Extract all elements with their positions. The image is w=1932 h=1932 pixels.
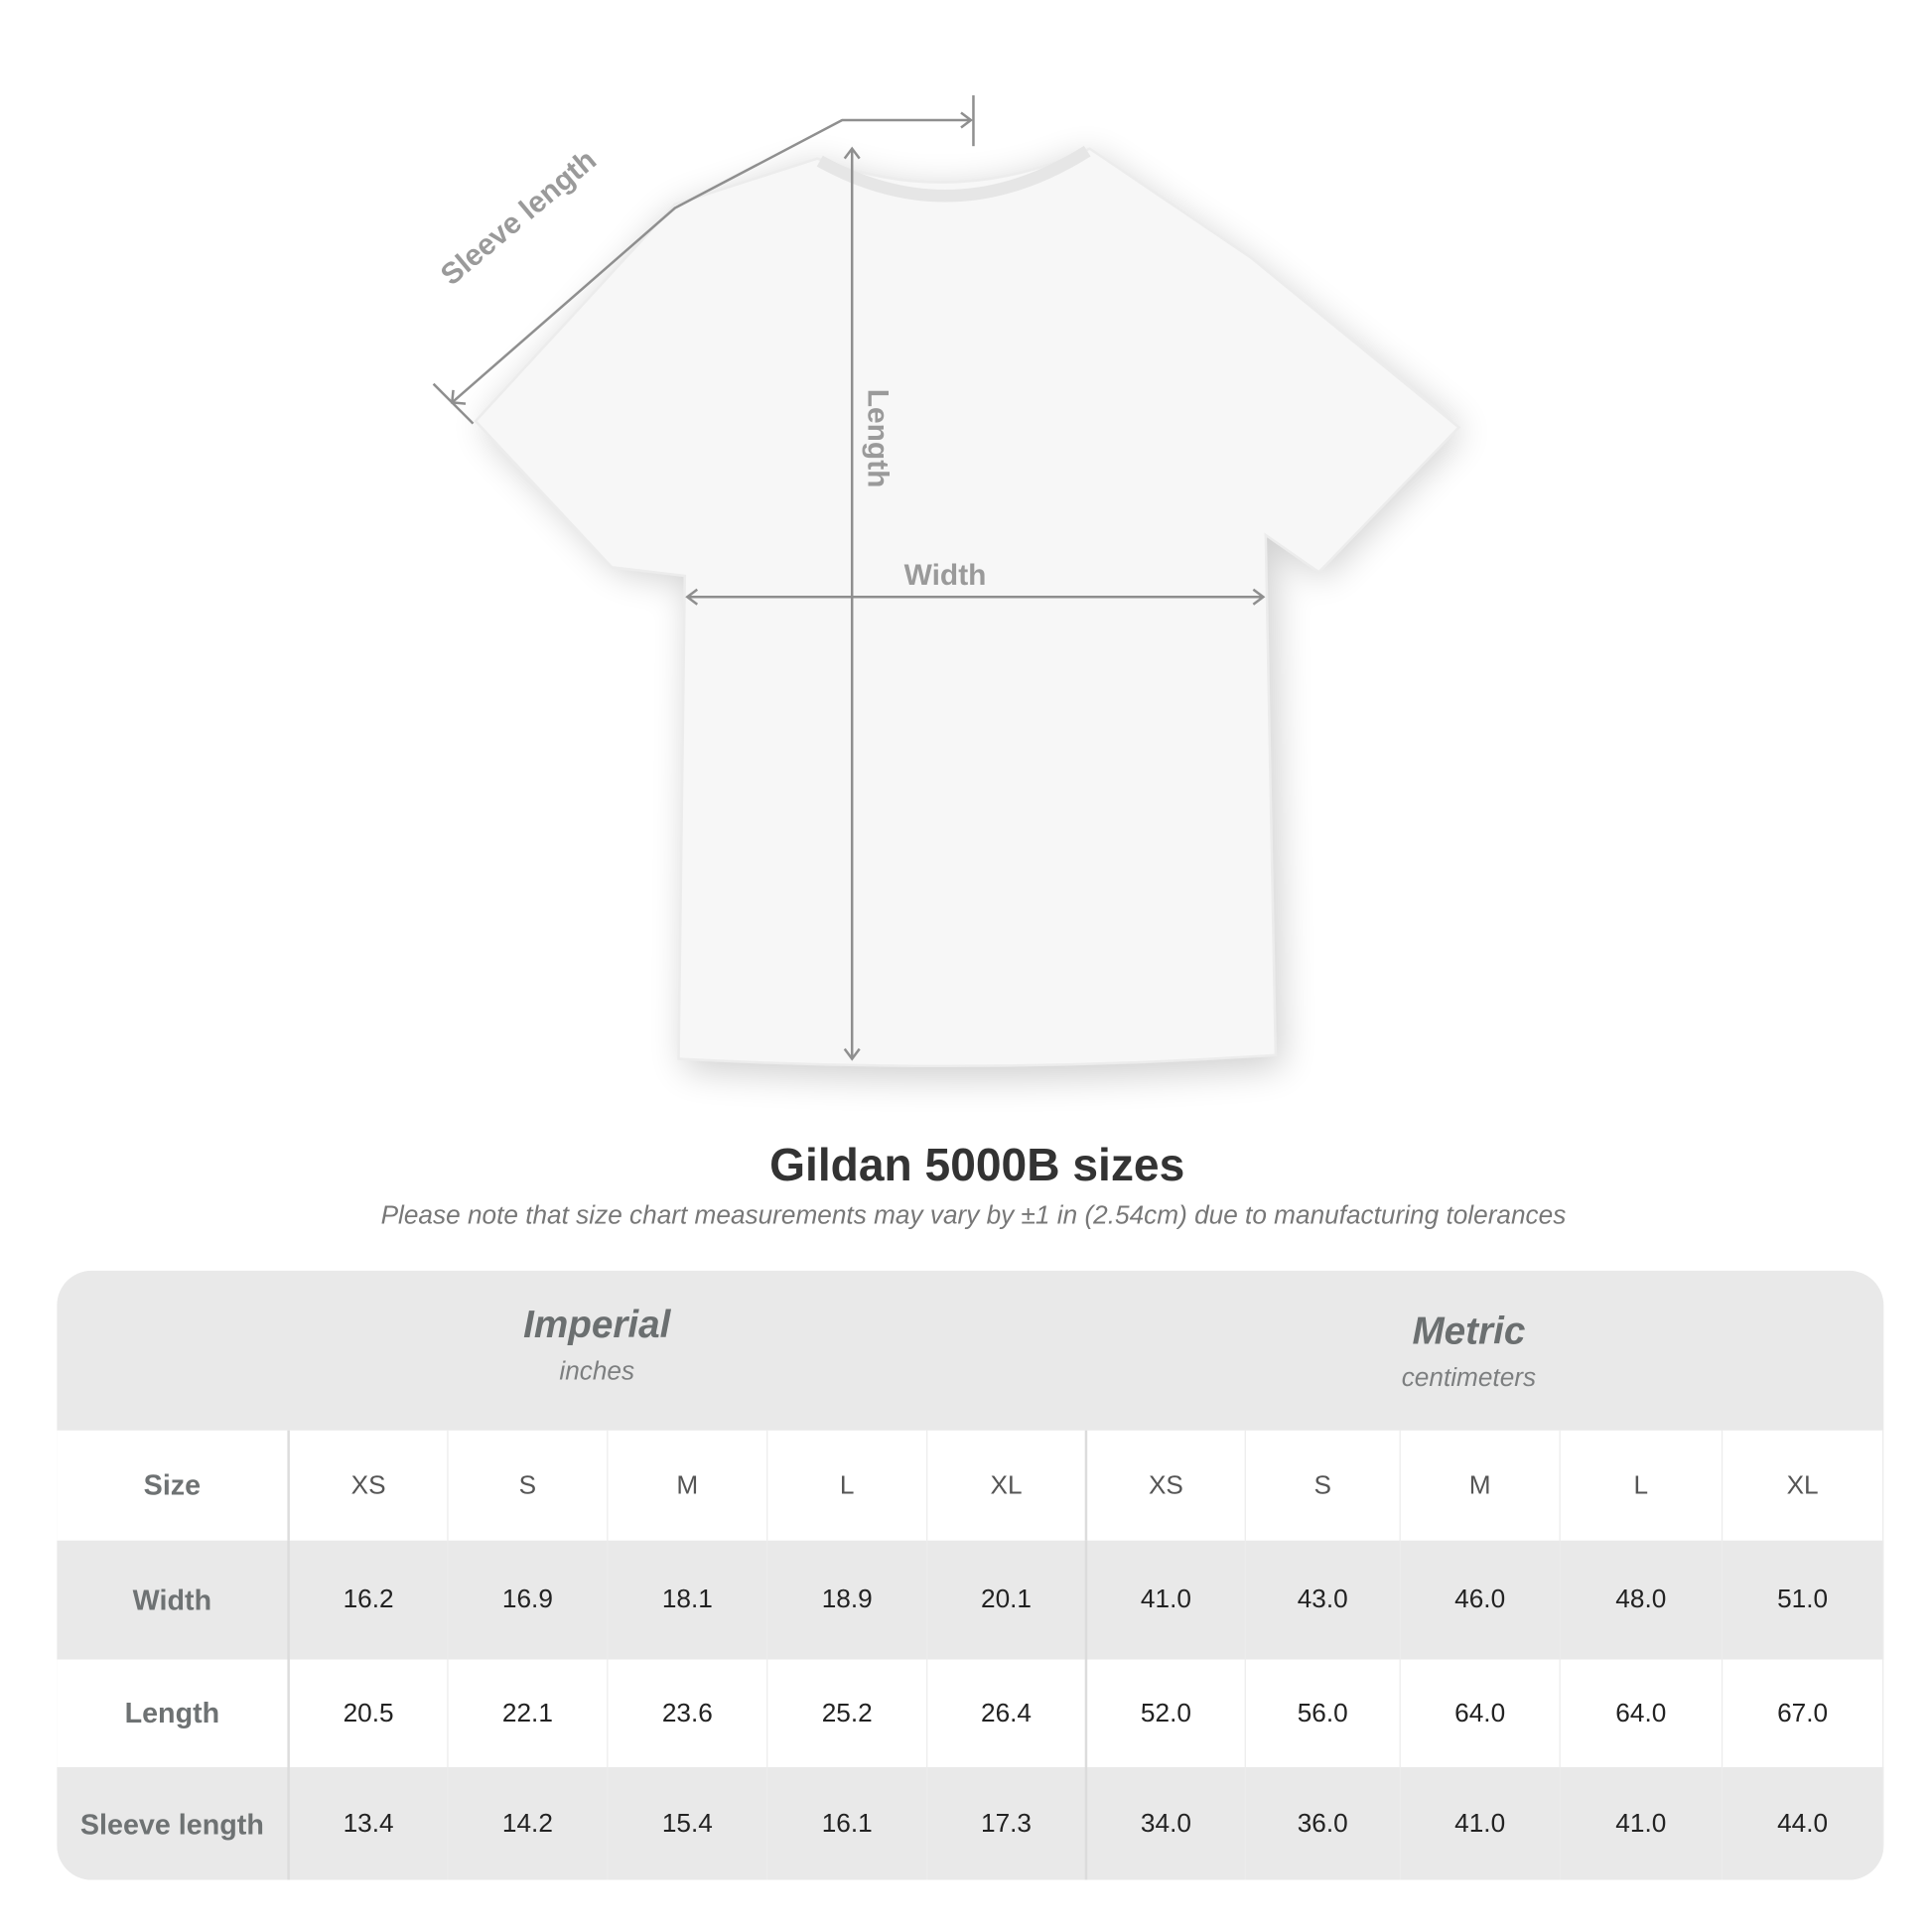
table-cell: 13.4 bbox=[290, 1767, 449, 1880]
table-cell: 64.0 bbox=[1561, 1659, 1724, 1768]
size-header: S bbox=[449, 1430, 609, 1541]
tshirt bbox=[474, 147, 1461, 1068]
imperial-header: Imperial inches bbox=[454, 1303, 741, 1387]
size-header: M bbox=[608, 1430, 768, 1541]
table-cell: 41.0 bbox=[1561, 1767, 1724, 1880]
table-cell: 23.6 bbox=[608, 1659, 768, 1768]
table-cell: 67.0 bbox=[1723, 1659, 1884, 1768]
size-column-header: Size bbox=[57, 1430, 290, 1541]
table-cell: 14.2 bbox=[449, 1767, 609, 1880]
table-cell: 26.4 bbox=[927, 1659, 1088, 1768]
tolerance-note: Please note that size chart measurements… bbox=[380, 1200, 1567, 1230]
table-cell: 17.3 bbox=[927, 1767, 1088, 1880]
page-title: Gildan 5000B sizes bbox=[769, 1139, 1185, 1190]
measure-lines bbox=[432, 95, 1266, 1061]
size-header: XL bbox=[927, 1430, 1088, 1541]
table-cell: 20.1 bbox=[927, 1540, 1088, 1660]
table-cell: 43.0 bbox=[1246, 1540, 1401, 1660]
size-header: M bbox=[1401, 1430, 1561, 1541]
size-header: XS bbox=[1087, 1430, 1246, 1541]
size-header: S bbox=[1246, 1430, 1401, 1541]
table-row: Sleeve length 13.4 14.2 15.4 16.1 17.3 34.0 36.… bbox=[57, 1767, 1884, 1880]
size-table: Imperial inches Metric centimeters Size X… bbox=[57, 1270, 1884, 1880]
size-header: L bbox=[1561, 1430, 1724, 1541]
metric-title: Metric bbox=[1412, 1309, 1526, 1353]
imperial-title: Imperial bbox=[523, 1303, 671, 1346]
table-row: Width 16.2 16.9 18.1 18.9 20.1 41.0 43.0 46.0 48.… bbox=[57, 1540, 1884, 1660]
size-header: XS bbox=[290, 1430, 449, 1541]
row-label: Length bbox=[57, 1659, 290, 1768]
table-cell: 46.0 bbox=[1401, 1540, 1561, 1660]
table-cell: 34.0 bbox=[1087, 1767, 1246, 1880]
collar bbox=[816, 145, 1091, 203]
table-cell: 41.0 bbox=[1401, 1767, 1561, 1880]
table-cell: 16.9 bbox=[449, 1540, 609, 1660]
table-cell: 56.0 bbox=[1246, 1659, 1401, 1768]
table-cell: 16.2 bbox=[290, 1540, 449, 1660]
table-cell: 51.0 bbox=[1723, 1540, 1884, 1660]
metric-header: Metric centimeters bbox=[1325, 1310, 1612, 1394]
table-cell: 20.5 bbox=[290, 1659, 449, 1768]
row-label: Width bbox=[57, 1540, 290, 1660]
size-header: L bbox=[767, 1430, 928, 1541]
metric-unit: centimeters bbox=[1401, 1363, 1537, 1393]
table-cell: 22.1 bbox=[449, 1659, 609, 1768]
table-cell: 41.0 bbox=[1087, 1540, 1246, 1660]
table-cell: 18.1 bbox=[608, 1540, 768, 1660]
table-cell: 25.2 bbox=[767, 1659, 928, 1768]
row-label: Sleeve length bbox=[57, 1767, 290, 1880]
width-label: Width bbox=[903, 558, 987, 593]
table-cell: 18.9 bbox=[767, 1540, 928, 1660]
size-header: XL bbox=[1723, 1430, 1884, 1541]
table-cell: 64.0 bbox=[1401, 1659, 1561, 1768]
imperial-unit: inches bbox=[559, 1357, 635, 1386]
table-cell: 15.4 bbox=[608, 1767, 768, 1880]
table-cell: 52.0 bbox=[1087, 1659, 1246, 1768]
sleeve-arrow bbox=[451, 118, 970, 404]
table-cell: 36.0 bbox=[1246, 1767, 1401, 1880]
table-cell: 16.1 bbox=[767, 1767, 928, 1880]
length-label: Length bbox=[860, 388, 895, 488]
header-row: Size XS S M L XL XS S M L XL bbox=[57, 1430, 1884, 1541]
table-cell: 44.0 bbox=[1723, 1767, 1884, 1880]
table-row: Length 20.5 22.1 23.6 25.2 26.4 52.0 56.0 64.0 64… bbox=[57, 1659, 1884, 1768]
tshirt-diagram bbox=[432, 95, 1464, 1080]
table-cell: 48.0 bbox=[1561, 1540, 1724, 1660]
